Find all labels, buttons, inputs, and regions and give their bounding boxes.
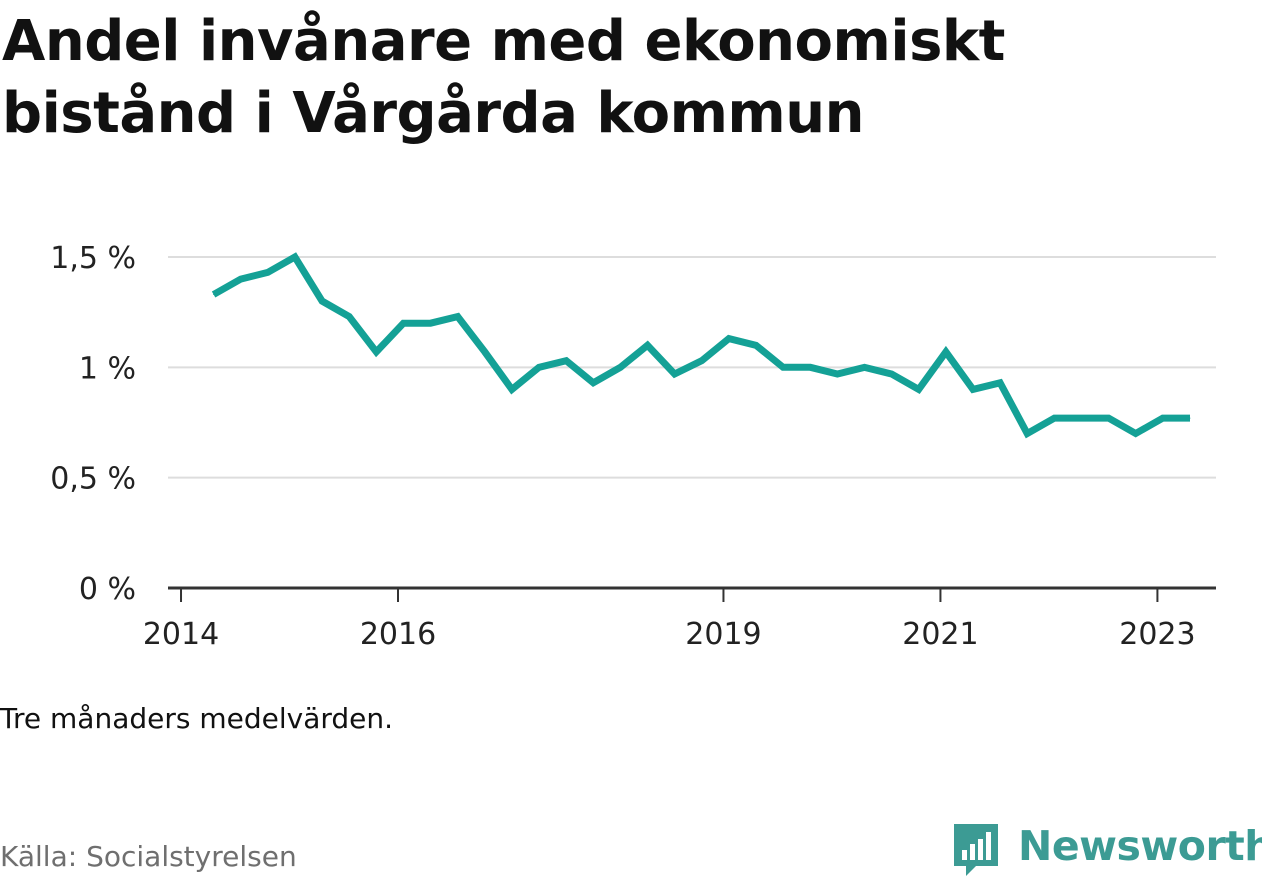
x-tick-label: 2019 [685, 617, 761, 652]
x-tick-label: 2021 [902, 617, 978, 652]
chart-note: Tre månaders medelvärden. [0, 702, 394, 735]
data-point [240, 278, 242, 280]
data-point [1026, 433, 1028, 435]
data-point [891, 373, 893, 375]
data-point [1108, 417, 1110, 419]
data-point [755, 344, 757, 346]
x-axis: 2014 2016 2019 2021 2023 [143, 586, 1216, 652]
y-tick-label: 0,5 % [50, 462, 136, 497]
data-point [457, 316, 459, 318]
data-point [1162, 417, 1164, 419]
data-point [836, 373, 838, 375]
data-point [647, 344, 649, 346]
x-tick-label: 2014 [143, 617, 219, 652]
data-point [674, 373, 676, 375]
newsworthy-logo: Newsworthy [948, 818, 1262, 876]
data-point [538, 366, 540, 368]
x-tick-label: 2023 [1119, 617, 1195, 652]
x-tick-label: 2016 [360, 617, 436, 652]
data-point [863, 366, 865, 368]
data-point [1080, 417, 1082, 419]
data-point [294, 256, 296, 258]
data-point [918, 388, 920, 390]
data-point [511, 388, 513, 390]
source-credit: Källa: Socialstyrelsen [0, 840, 297, 873]
chart-title: Andel invånare med ekonomiskt bistånd i … [2, 9, 1005, 146]
series-layer [211, 252, 1191, 439]
y-tick-label: 1 % [79, 351, 136, 386]
data-point [321, 300, 323, 302]
data-point [213, 294, 215, 296]
data-point [1135, 433, 1137, 435]
data-point [430, 322, 432, 324]
data-point [1189, 417, 1191, 419]
brand-name: Newsworthy [1018, 822, 1262, 870]
y-tick-label: 0 % [79, 572, 136, 607]
data-point [375, 351, 377, 353]
newsworthy-logo-icon [954, 824, 998, 876]
series-line-0 [211, 252, 1190, 439]
line-chart: 0 % 0,5 % 1 % 1,5 % 2014 2016 2019 2021 2023 [50, 241, 1216, 652]
data-point [782, 366, 784, 368]
data-point [728, 338, 730, 340]
data-point [701, 360, 703, 362]
data-point [267, 271, 269, 273]
data-point [484, 351, 486, 353]
data-point [1053, 417, 1055, 419]
data-point [402, 322, 404, 324]
data-point [619, 366, 621, 368]
data-point [945, 351, 947, 353]
y-tick-label: 1,5 % [50, 241, 136, 276]
data-point [592, 382, 594, 384]
data-point [809, 366, 811, 368]
data-point [565, 360, 567, 362]
data-point [972, 388, 974, 390]
data-point [999, 382, 1001, 384]
y-axis-labels: 0 % 0,5 % 1 % 1,5 % [50, 241, 136, 607]
data-point [348, 316, 350, 318]
